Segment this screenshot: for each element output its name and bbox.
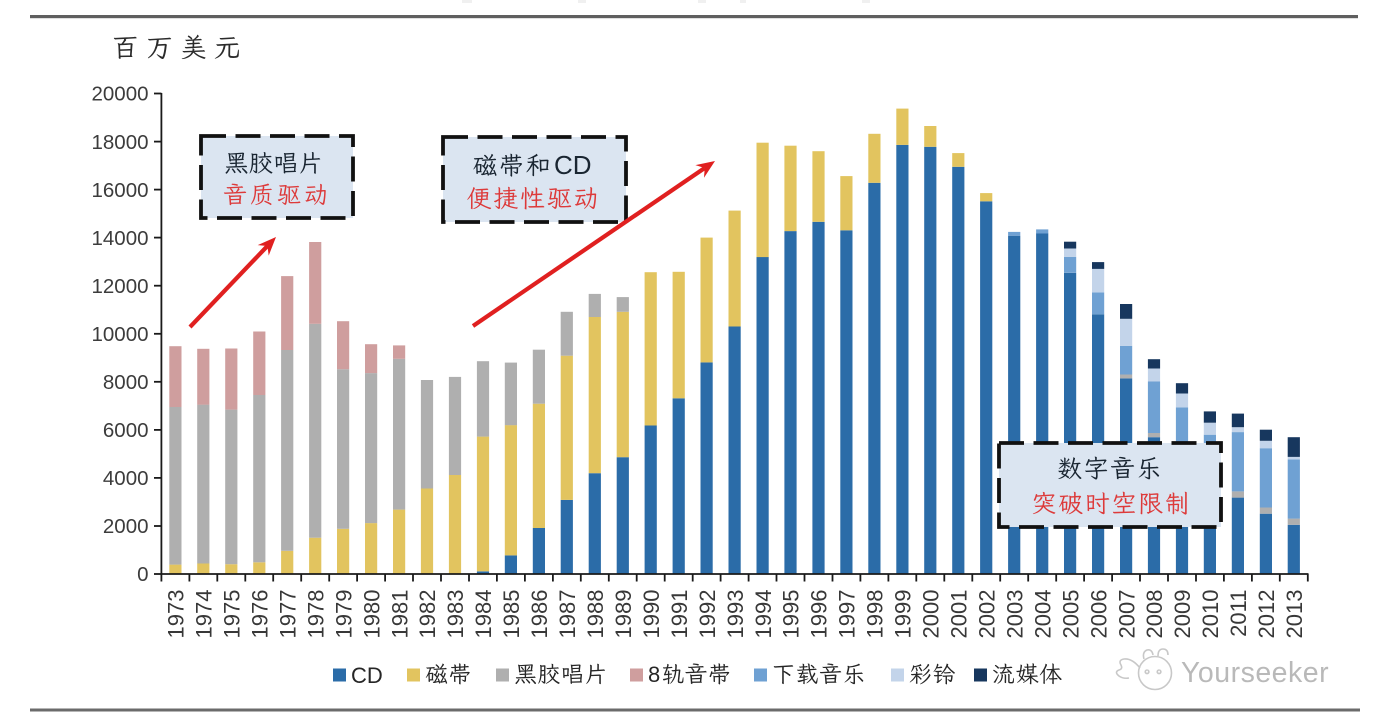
svg-text:1975: 1975 <box>220 590 245 639</box>
svg-text:1983: 1983 <box>443 590 468 639</box>
svg-text:1973: 1973 <box>164 590 189 639</box>
svg-text:2001: 2001 <box>947 590 972 639</box>
svg-text:2009: 2009 <box>1170 590 1195 639</box>
svg-text:2005: 2005 <box>1058 590 1083 639</box>
svg-text:0: 0 <box>137 563 148 586</box>
svg-text:1978: 1978 <box>303 590 328 639</box>
svg-text:1999: 1999 <box>891 590 916 639</box>
svg-text:8000: 8000 <box>103 371 149 394</box>
svg-text:2007: 2007 <box>1114 590 1139 639</box>
svg-text:2010: 2010 <box>1198 590 1223 639</box>
svg-text:2012: 2012 <box>1254 590 1279 639</box>
svg-text:2000: 2000 <box>103 515 149 538</box>
svg-text:18000: 18000 <box>91 131 148 154</box>
svg-text:1990: 1990 <box>639 590 664 639</box>
svg-text:1992: 1992 <box>695 590 720 639</box>
svg-text:CD: CD <box>554 150 592 180</box>
svg-text:1986: 1986 <box>527 590 552 639</box>
svg-text:1991: 1991 <box>667 590 692 639</box>
svg-text:2006: 2006 <box>1086 590 1111 639</box>
svg-text:10000: 10000 <box>91 323 148 346</box>
svg-text:1974: 1974 <box>192 590 217 639</box>
svg-text:1998: 1998 <box>863 590 888 639</box>
svg-text:1984: 1984 <box>471 590 496 639</box>
svg-text:2011: 2011 <box>1226 590 1251 637</box>
svg-text:14000: 14000 <box>91 227 148 250</box>
svg-text:2013: 2013 <box>1282 590 1307 639</box>
svg-text:1993: 1993 <box>723 590 748 639</box>
svg-text:Yourseeker: Yourseeker <box>1181 657 1329 689</box>
svg-text:1981: 1981 <box>387 590 412 639</box>
svg-text:1989: 1989 <box>611 590 636 639</box>
svg-text:1997: 1997 <box>835 590 860 639</box>
svg-text:1977: 1977 <box>275 590 300 639</box>
svg-text:2002: 2002 <box>974 590 999 639</box>
svg-text:1985: 1985 <box>499 590 524 639</box>
svg-text:1976: 1976 <box>248 590 273 639</box>
svg-text:1987: 1987 <box>555 590 580 639</box>
svg-text:CD: CD <box>351 663 383 688</box>
svg-text:1988: 1988 <box>583 590 608 639</box>
svg-text:6000: 6000 <box>103 419 149 442</box>
svg-text:1996: 1996 <box>807 590 832 639</box>
svg-text:1979: 1979 <box>331 590 356 639</box>
svg-text:2004: 2004 <box>1030 590 1055 639</box>
svg-text:2008: 2008 <box>1142 590 1167 639</box>
svg-text:2000: 2000 <box>919 590 944 639</box>
svg-text:2003: 2003 <box>1002 590 1027 639</box>
svg-text:16000: 16000 <box>91 179 148 202</box>
svg-text:8: 8 <box>648 662 660 687</box>
svg-text:1980: 1980 <box>359 590 384 639</box>
svg-text:20000: 20000 <box>91 83 148 106</box>
svg-text:4000: 4000 <box>103 467 149 490</box>
svg-text:1995: 1995 <box>779 590 804 639</box>
svg-text:12000: 12000 <box>91 275 148 298</box>
svg-text:1994: 1994 <box>751 590 776 639</box>
svg-text:1982: 1982 <box>415 590 440 639</box>
